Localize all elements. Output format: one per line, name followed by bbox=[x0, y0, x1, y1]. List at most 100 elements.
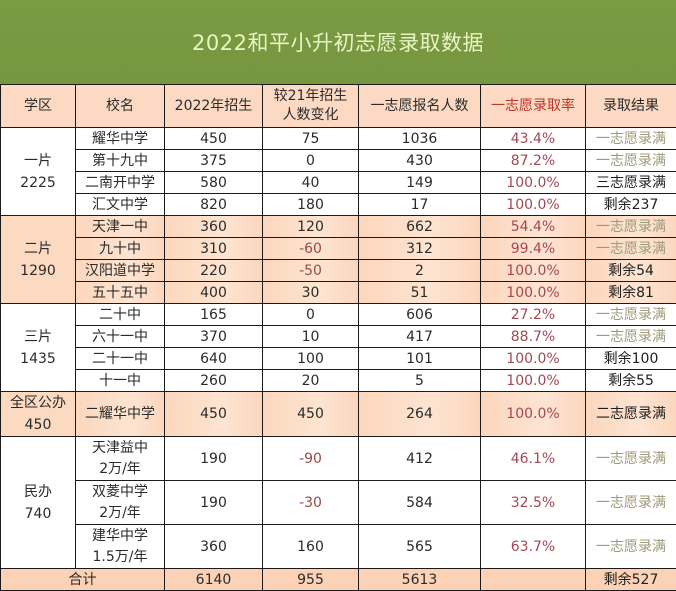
change-cell: 100 bbox=[263, 348, 359, 370]
enroll-cell: 165 bbox=[165, 304, 263, 326]
table-row: 六十一中 370 10 417 88.7% 一志愿录满 bbox=[1, 326, 676, 348]
header-row: 学区 校名 2022年招生 较21年招生人数变化 一志愿报名人数 一志愿录取率 … bbox=[1, 85, 676, 128]
table-row: 汇文中学 820 180 17 100.0% 剩余237 bbox=[1, 194, 676, 216]
rate-cell: 46.1% bbox=[481, 437, 586, 481]
school-cell: 二十中 bbox=[76, 304, 165, 326]
school-cell: 天津一中 bbox=[76, 216, 165, 238]
admission-table: 学区 校名 2022年招生 较21年招生人数变化 一志愿报名人数 一志愿录取率 … bbox=[0, 84, 676, 591]
enroll-cell: 640 bbox=[165, 348, 263, 370]
school-tuition: 2万/年 bbox=[99, 461, 141, 477]
result-cell: 一志愿录满 bbox=[586, 326, 676, 348]
table-row: 汉阳道中学 220 -50 2 100.0% 剩余54 bbox=[1, 260, 676, 282]
change-cell: 180 bbox=[263, 194, 359, 216]
change-cell: 120 bbox=[263, 216, 359, 238]
enroll-cell: 190 bbox=[165, 481, 263, 525]
header-change-line1: 较21年招生 bbox=[274, 88, 348, 104]
rate-cell: 54.4% bbox=[481, 216, 586, 238]
result-cell: 一志愿录满 bbox=[586, 525, 676, 569]
rate-cell: 27.2% bbox=[481, 304, 586, 326]
table-row: 二南开中学 580 40 149 100.0% 三志愿录满 bbox=[1, 172, 676, 194]
school-cell: 汇文中学 bbox=[76, 194, 165, 216]
header-district: 学区 bbox=[1, 85, 76, 128]
district-cell: 二片 1290 bbox=[1, 216, 76, 304]
result-cell: 一志愿录满 bbox=[586, 481, 676, 525]
result-cell: 三志愿录满 bbox=[586, 172, 676, 194]
change-cell: 160 bbox=[263, 525, 359, 569]
school-cell: 天津益中 2万/年 bbox=[76, 437, 165, 481]
change-cell: 450 bbox=[263, 392, 359, 437]
school-cell: 双菱中学 2万/年 bbox=[76, 481, 165, 525]
change-cell: 20 bbox=[263, 370, 359, 392]
change-cell: 10 bbox=[263, 326, 359, 348]
applicants-cell: 264 bbox=[359, 392, 481, 437]
result-cell: 剩余55 bbox=[586, 370, 676, 392]
district-name: 民办 bbox=[24, 484, 52, 500]
district-total: 740 bbox=[25, 506, 52, 522]
enroll-cell: 370 bbox=[165, 326, 263, 348]
applicants-cell: 412 bbox=[359, 437, 481, 481]
district-name: 二片 bbox=[24, 241, 52, 257]
enroll-cell: 450 bbox=[165, 128, 263, 150]
result-cell: 剩余54 bbox=[586, 260, 676, 282]
enroll-cell: 360 bbox=[165, 525, 263, 569]
change-cell: 30 bbox=[263, 282, 359, 304]
applicants-cell: 51 bbox=[359, 282, 481, 304]
table-row: 二十一中 640 100 101 100.0% 剩余100 bbox=[1, 348, 676, 370]
rate-cell: 63.7% bbox=[481, 525, 586, 569]
total-applicants: 5613 bbox=[359, 569, 481, 591]
result-cell: 剩余81 bbox=[586, 282, 676, 304]
result-cell: 一志愿录满 bbox=[586, 238, 676, 260]
header-school: 校名 bbox=[76, 85, 165, 128]
result-cell: 一志愿录满 bbox=[586, 128, 676, 150]
header-change: 较21年招生人数变化 bbox=[263, 85, 359, 128]
sheet-title: 2022和平小升初志愿录取数据 bbox=[0, 0, 676, 84]
table-row: 九十中 310 -60 312 99.4% 一志愿录满 bbox=[1, 238, 676, 260]
applicants-cell: 417 bbox=[359, 326, 481, 348]
school-name: 双菱中学 bbox=[92, 484, 148, 500]
enroll-cell: 220 bbox=[165, 260, 263, 282]
enroll-cell: 310 bbox=[165, 238, 263, 260]
school-cell: 六十一中 bbox=[76, 326, 165, 348]
enroll-cell: 260 bbox=[165, 370, 263, 392]
total-result: 剩余527 bbox=[586, 569, 676, 591]
district-total: 1290 bbox=[20, 263, 56, 279]
applicants-cell: 312 bbox=[359, 238, 481, 260]
school-name: 天津益中 bbox=[92, 440, 148, 456]
enroll-cell: 190 bbox=[165, 437, 263, 481]
applicants-cell: 149 bbox=[359, 172, 481, 194]
applicants-cell: 565 bbox=[359, 525, 481, 569]
table-row: 十一中 260 20 5 100.0% 剩余55 bbox=[1, 370, 676, 392]
total-change: 955 bbox=[263, 569, 359, 591]
total-enroll: 6140 bbox=[165, 569, 263, 591]
school-tuition: 1.5万/年 bbox=[93, 549, 148, 565]
result-cell: 一志愿录满 bbox=[586, 304, 676, 326]
school-cell: 二十一中 bbox=[76, 348, 165, 370]
table-row: 第十九中 375 0 430 87.2% 一志愿录满 bbox=[1, 150, 676, 172]
applicants-cell: 101 bbox=[359, 348, 481, 370]
school-cell: 耀华中学 bbox=[76, 128, 165, 150]
district-name: 三片 bbox=[24, 329, 52, 345]
rate-cell: 100.0% bbox=[481, 260, 586, 282]
rate-cell: 88.7% bbox=[481, 326, 586, 348]
table-row: 五十五中 400 30 51 100.0% 剩余81 bbox=[1, 282, 676, 304]
enroll-cell: 580 bbox=[165, 172, 263, 194]
change-cell: 75 bbox=[263, 128, 359, 150]
school-cell: 汉阳道中学 bbox=[76, 260, 165, 282]
total-rate bbox=[481, 569, 586, 591]
school-tuition: 2万/年 bbox=[99, 505, 141, 521]
result-cell: 二志愿录满 bbox=[586, 392, 676, 437]
change-cell: 0 bbox=[263, 304, 359, 326]
district-total: 2225 bbox=[20, 175, 56, 191]
total-row: 合计 6140 955 5613 剩余527 bbox=[1, 569, 676, 591]
header-change-line2: 人数变化 bbox=[283, 107, 339, 123]
rate-cell: 100.0% bbox=[481, 282, 586, 304]
header-enroll-2022: 2022年招生 bbox=[165, 85, 263, 128]
